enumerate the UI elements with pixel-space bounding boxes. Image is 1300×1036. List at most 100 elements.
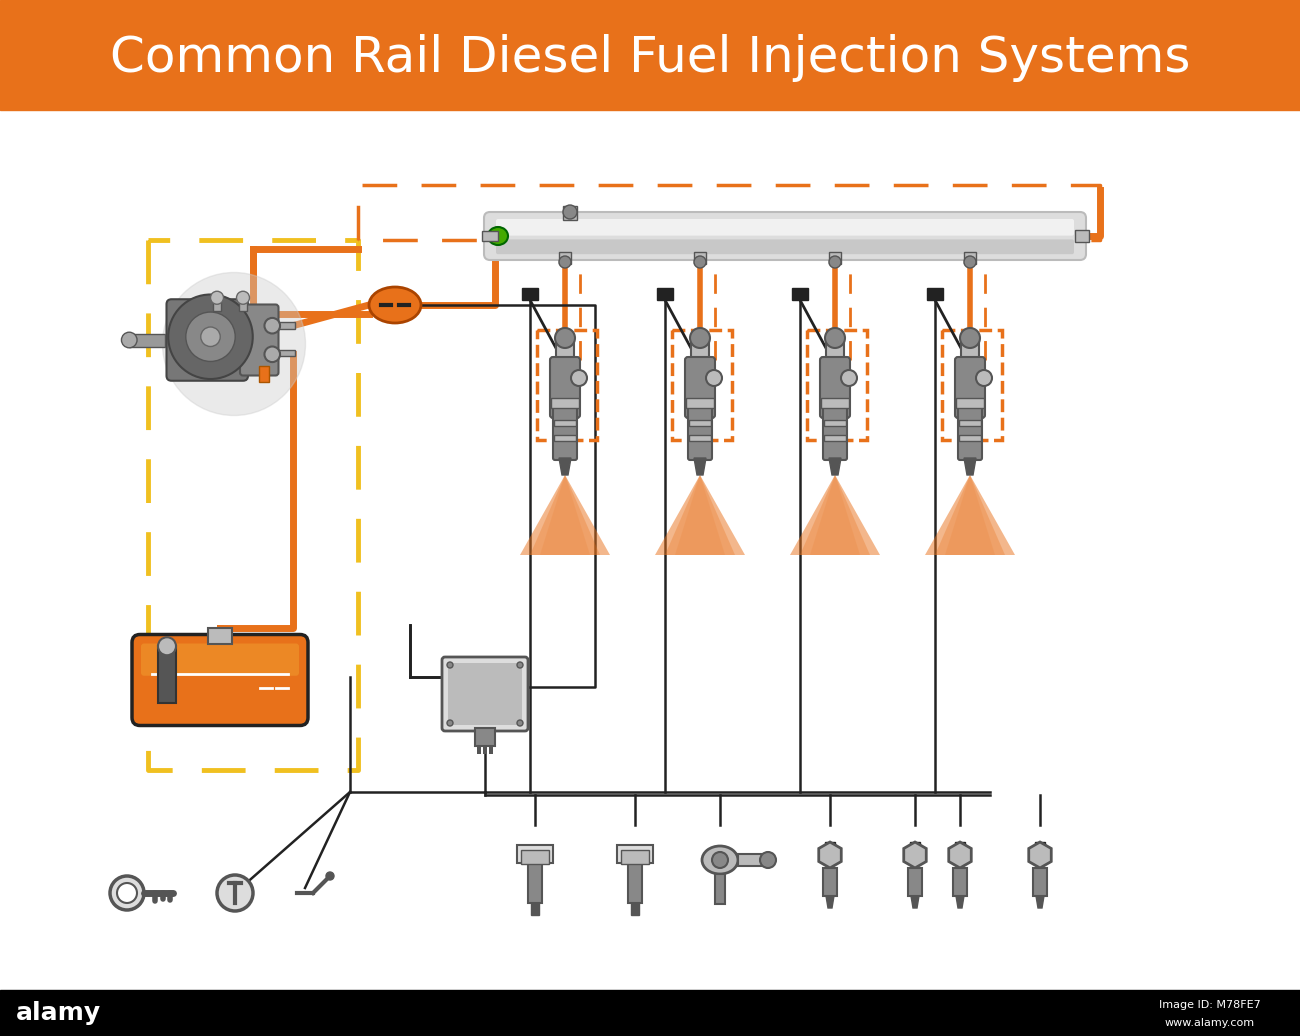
Circle shape bbox=[555, 328, 575, 348]
Bar bbox=[517, 845, 552, 863]
Polygon shape bbox=[790, 474, 880, 555]
Polygon shape bbox=[829, 458, 841, 474]
Polygon shape bbox=[965, 458, 976, 474]
FancyBboxPatch shape bbox=[133, 634, 308, 725]
Bar bbox=[278, 350, 295, 356]
Bar bbox=[554, 435, 576, 441]
Circle shape bbox=[237, 291, 250, 305]
Text: alamy: alamy bbox=[16, 1001, 100, 1025]
Bar bbox=[208, 628, 231, 643]
FancyBboxPatch shape bbox=[140, 643, 299, 675]
FancyBboxPatch shape bbox=[550, 357, 580, 418]
Bar bbox=[129, 334, 165, 346]
Bar bbox=[738, 854, 768, 866]
Polygon shape bbox=[956, 896, 965, 908]
Bar bbox=[822, 398, 849, 408]
Bar bbox=[792, 288, 809, 300]
Bar bbox=[927, 288, 942, 300]
Bar bbox=[829, 252, 841, 264]
Bar bbox=[239, 297, 247, 311]
Bar bbox=[621, 850, 649, 864]
FancyBboxPatch shape bbox=[497, 219, 1074, 235]
Bar bbox=[1075, 230, 1089, 242]
Circle shape bbox=[760, 852, 776, 868]
Circle shape bbox=[976, 370, 992, 386]
Bar bbox=[474, 728, 495, 746]
FancyBboxPatch shape bbox=[685, 357, 715, 418]
Polygon shape bbox=[675, 474, 725, 555]
FancyBboxPatch shape bbox=[497, 239, 1074, 254]
Bar bbox=[554, 420, 576, 426]
Circle shape bbox=[168, 294, 252, 379]
Circle shape bbox=[829, 256, 841, 268]
Polygon shape bbox=[949, 842, 971, 868]
Bar bbox=[959, 420, 982, 426]
Polygon shape bbox=[911, 896, 919, 908]
Ellipse shape bbox=[369, 287, 421, 323]
Polygon shape bbox=[810, 474, 861, 555]
Polygon shape bbox=[935, 474, 1005, 555]
Polygon shape bbox=[800, 474, 870, 555]
Polygon shape bbox=[655, 474, 745, 555]
Bar bbox=[628, 863, 642, 903]
Bar bbox=[826, 842, 835, 856]
Polygon shape bbox=[530, 474, 601, 555]
Circle shape bbox=[965, 256, 976, 268]
Bar bbox=[159, 646, 176, 702]
Circle shape bbox=[447, 720, 452, 726]
Circle shape bbox=[517, 720, 523, 726]
Bar bbox=[689, 435, 711, 441]
Bar bbox=[656, 288, 673, 300]
Circle shape bbox=[694, 256, 706, 268]
Circle shape bbox=[826, 328, 845, 348]
Bar bbox=[482, 231, 498, 241]
Bar bbox=[559, 252, 571, 264]
Bar bbox=[523, 288, 538, 300]
Polygon shape bbox=[903, 842, 927, 868]
Circle shape bbox=[326, 872, 334, 880]
Bar bbox=[824, 420, 846, 426]
Circle shape bbox=[563, 205, 577, 219]
Polygon shape bbox=[826, 896, 835, 908]
Circle shape bbox=[111, 876, 144, 910]
Bar bbox=[259, 366, 269, 382]
Bar bbox=[630, 903, 640, 915]
Circle shape bbox=[447, 662, 452, 668]
Bar bbox=[907, 868, 922, 896]
Polygon shape bbox=[1028, 842, 1052, 868]
Bar bbox=[0, 0, 1300, 110]
Text: Image ID: M78FE7: Image ID: M78FE7 bbox=[1160, 1000, 1261, 1010]
Bar bbox=[484, 746, 488, 754]
Bar bbox=[672, 330, 732, 440]
Bar bbox=[694, 252, 706, 264]
Polygon shape bbox=[945, 474, 995, 555]
Text: Common Rail Diesel Fuel Injection Systems: Common Rail Diesel Fuel Injection System… bbox=[109, 34, 1191, 82]
Bar bbox=[1035, 842, 1045, 856]
Text: www.alamy.com: www.alamy.com bbox=[1165, 1018, 1254, 1028]
Bar bbox=[953, 868, 967, 896]
FancyBboxPatch shape bbox=[688, 406, 712, 460]
Polygon shape bbox=[559, 458, 571, 474]
Circle shape bbox=[517, 662, 523, 668]
Bar bbox=[618, 845, 653, 863]
Bar bbox=[556, 338, 575, 359]
Circle shape bbox=[200, 327, 220, 346]
Bar bbox=[692, 338, 708, 359]
Bar bbox=[278, 322, 295, 329]
Bar bbox=[826, 338, 844, 359]
Bar bbox=[689, 420, 711, 426]
FancyBboxPatch shape bbox=[484, 212, 1086, 260]
Bar bbox=[807, 330, 867, 440]
FancyBboxPatch shape bbox=[448, 663, 523, 725]
Bar bbox=[823, 868, 837, 896]
Circle shape bbox=[211, 291, 224, 305]
FancyBboxPatch shape bbox=[166, 299, 248, 381]
Bar bbox=[1034, 868, 1046, 896]
Bar bbox=[956, 398, 984, 408]
Circle shape bbox=[121, 333, 136, 348]
Bar bbox=[956, 842, 965, 856]
FancyBboxPatch shape bbox=[552, 406, 577, 460]
Ellipse shape bbox=[162, 272, 306, 415]
Bar bbox=[0, 990, 1300, 1036]
Bar bbox=[965, 252, 976, 264]
